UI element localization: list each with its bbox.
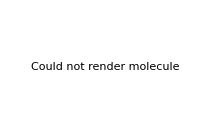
Text: Could not render molecule: Could not render molecule <box>31 62 179 72</box>
